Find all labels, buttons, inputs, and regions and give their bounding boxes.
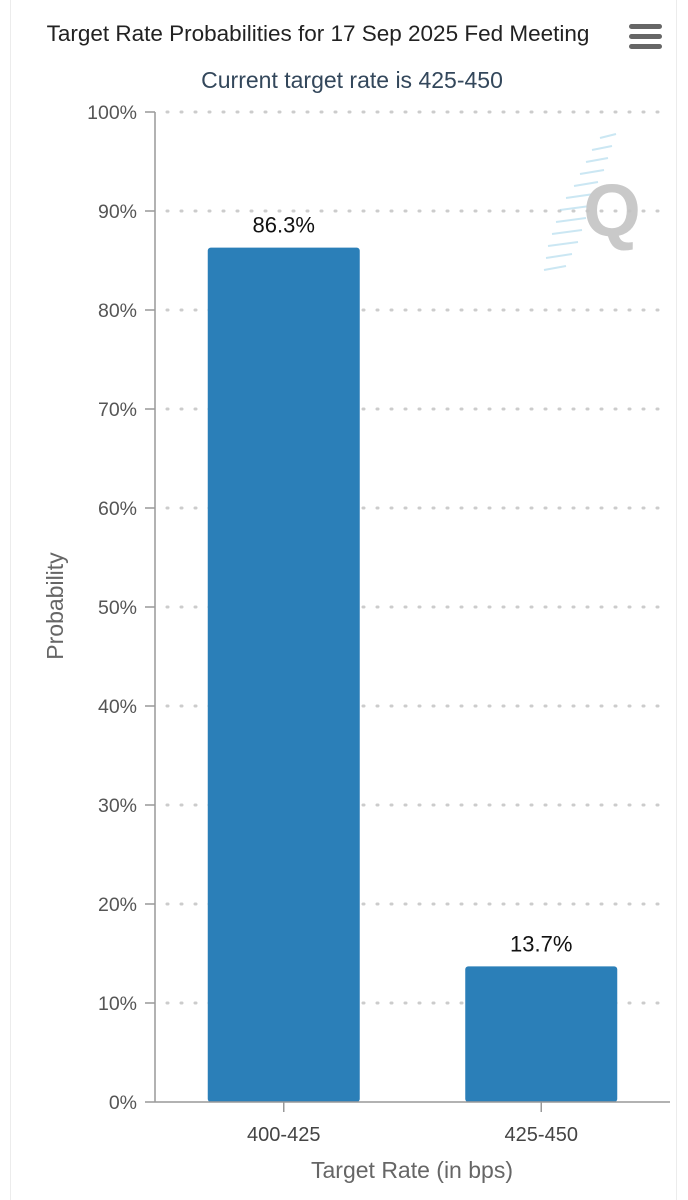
y-tick-label: 90% — [98, 201, 137, 223]
chart-menu-button[interactable] — [626, 20, 666, 54]
y-tick-label: 60% — [98, 498, 137, 520]
x-tick-label: 400-425 — [247, 1124, 320, 1146]
chart-subtitle: Current target rate is 425-450 — [201, 67, 503, 93]
y-tick-label: 50% — [98, 597, 137, 619]
y-tick-label: 30% — [98, 795, 137, 817]
data-label: 13.7% — [510, 931, 572, 956]
y-tick-label: 20% — [98, 894, 137, 916]
y-tick-label: 80% — [98, 300, 137, 322]
y-tick-label: 0% — [109, 1092, 137, 1114]
bar-400-425[interactable] — [207, 247, 360, 1102]
panel-edge-left — [10, 0, 11, 1200]
x-axis-label: Target Rate (in bps) — [311, 1157, 513, 1183]
panel-edge-right — [676, 0, 677, 1200]
bar-425-450[interactable] — [465, 966, 618, 1102]
menu-bar-bottom — [629, 44, 662, 49]
chart-title: Target Rate Probabilities for 17 Sep 202… — [47, 21, 590, 46]
y-axis-ticks: 0% 10% 20% 30% 40% 50% 60% 70% 80% 90% 100% — [87, 102, 155, 1114]
svg-text:Q: Q — [583, 169, 641, 252]
y-tick-label: 10% — [98, 993, 137, 1015]
x-tick-label: 425-450 — [505, 1124, 578, 1146]
data-label: 86.3% — [253, 213, 315, 238]
x-axis-ticks: 400-425 425-450 — [247, 1102, 578, 1146]
bars: 86.3% 13.7% — [207, 213, 618, 1102]
y-tick-label: 100% — [87, 102, 137, 124]
y-tick-label: 40% — [98, 696, 137, 718]
menu-bar-middle — [629, 34, 662, 39]
watermark-logo-icon: Q — [543, 133, 641, 271]
y-tick-label: 70% — [98, 399, 137, 421]
menu-bar-top — [629, 24, 662, 29]
y-axis-label: Probability — [42, 552, 68, 660]
